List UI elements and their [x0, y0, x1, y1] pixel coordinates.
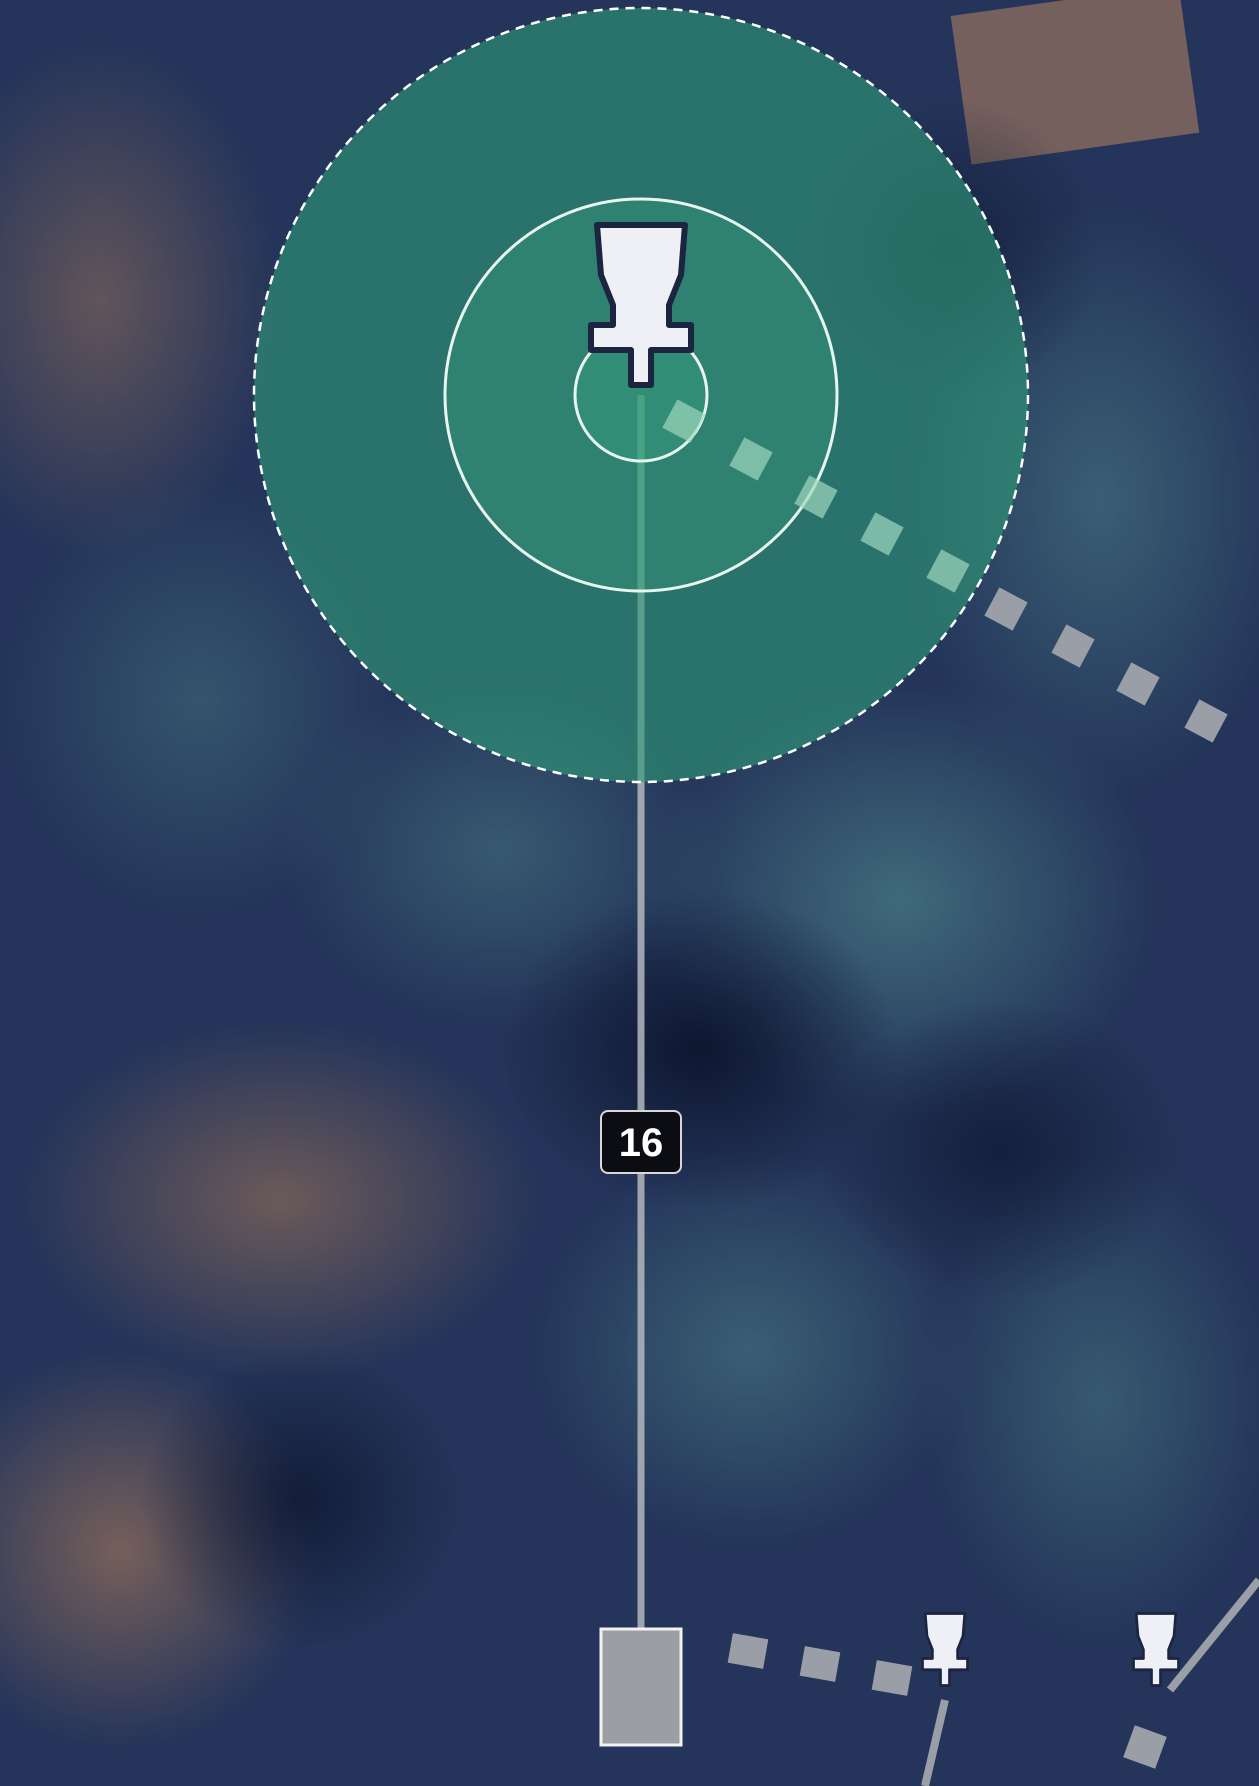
hole-number-badge: 16 [600, 1110, 682, 1174]
fairway-path [727, 587, 1259, 1786]
hole-number: 16 [619, 1121, 664, 1165]
tee-pad [599, 1627, 683, 1747]
green-zone [252, 6, 1030, 784]
